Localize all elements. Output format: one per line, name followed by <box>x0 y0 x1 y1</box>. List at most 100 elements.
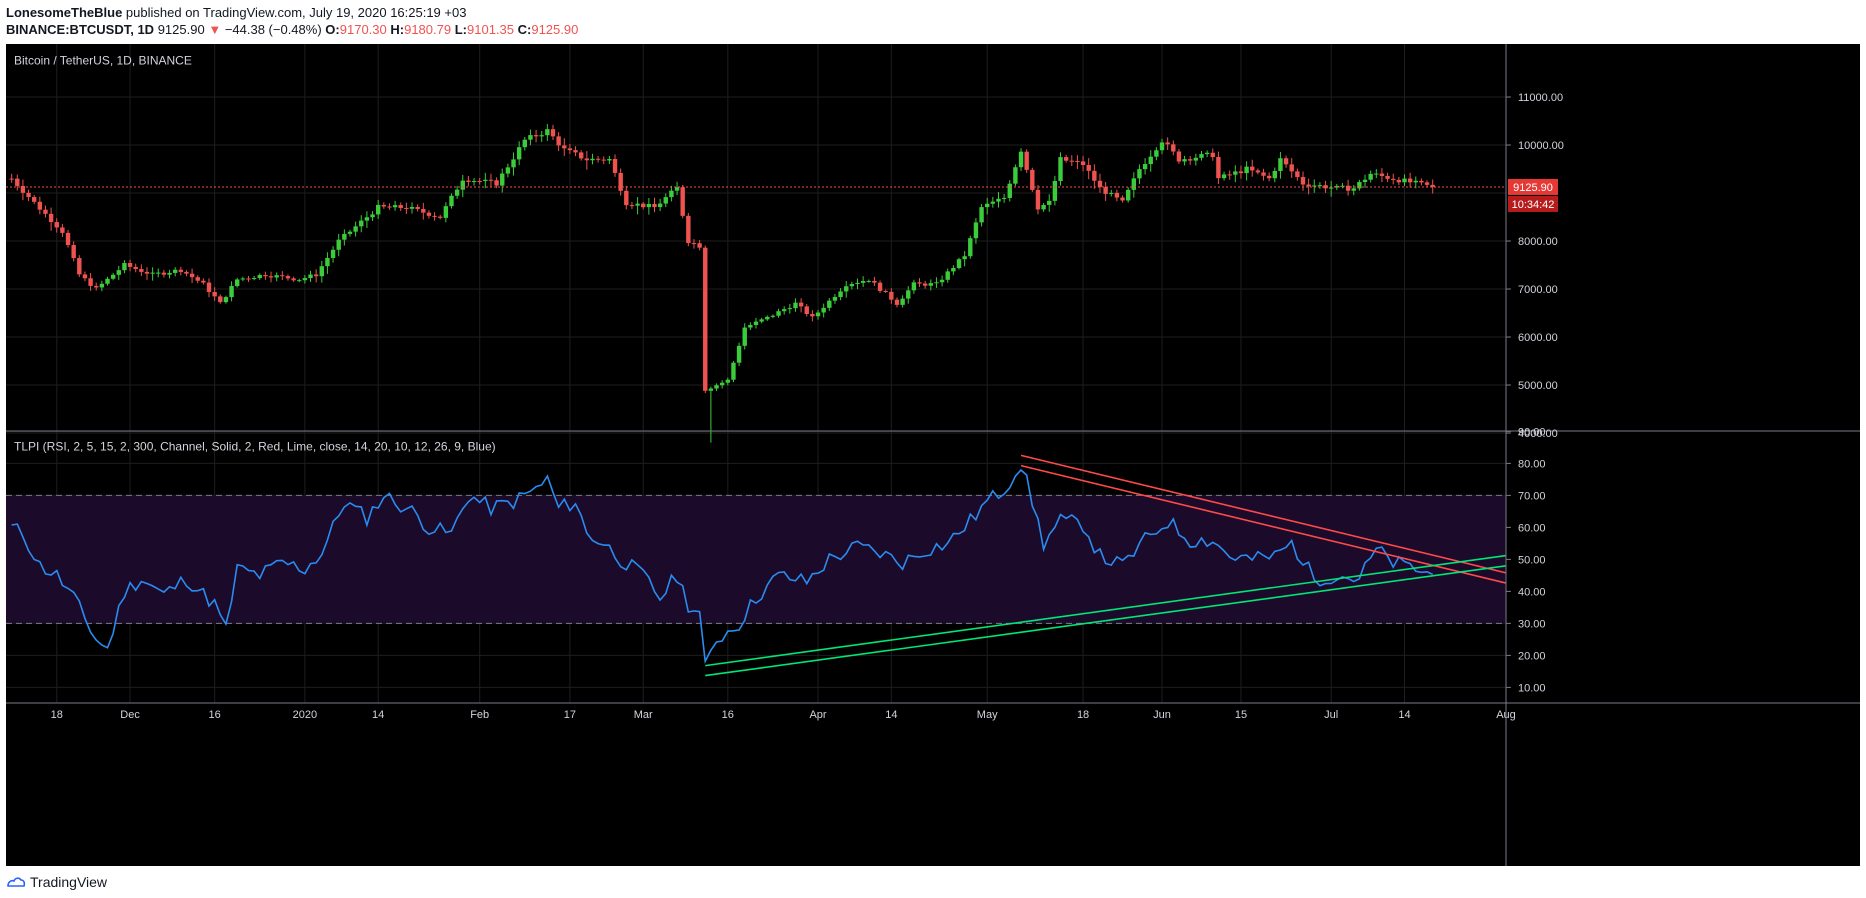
rsi-band <box>6 494 1506 624</box>
candle <box>573 146 578 157</box>
chart-canvas[interactable]: 4000.00 5000.00 6000.00 7000.00 8000.00 10000… <box>6 44 1860 866</box>
candle <box>900 295 905 308</box>
candle <box>669 185 674 202</box>
price-tick-label: 11000.00 <box>1518 92 1563 104</box>
candle <box>973 218 979 244</box>
resistance-trendline[interactable] <box>1020 454 1507 574</box>
price-axis[interactable]: 4000.00 5000.00 6000.00 7000.00 8000.00 10000… <box>1506 92 1564 694</box>
candle <box>855 278 860 290</box>
candle <box>172 267 178 277</box>
candle <box>872 276 877 286</box>
candle <box>1131 172 1137 198</box>
candle <box>883 289 888 293</box>
candle <box>601 156 606 165</box>
candle <box>370 210 375 222</box>
candle <box>804 304 809 317</box>
candle <box>827 298 832 311</box>
candle <box>934 277 939 288</box>
candle <box>1171 140 1176 156</box>
candle <box>607 155 612 165</box>
candle <box>1266 172 1272 182</box>
candle <box>719 380 725 389</box>
candle <box>838 288 843 301</box>
candle <box>189 268 195 284</box>
candle <box>635 197 640 215</box>
ohlc-info: BINANCE:BTCUSDT, 1D 9125.90 ▼ −44.38 (−0… <box>6 22 578 37</box>
support-trendline[interactable] <box>705 554 1507 667</box>
candle <box>251 275 257 281</box>
candle <box>150 267 155 281</box>
candle <box>483 172 488 189</box>
candle <box>347 229 353 237</box>
candle <box>810 310 815 322</box>
time-tick-label: 14 <box>1398 709 1410 721</box>
candle <box>263 271 268 280</box>
candle <box>917 278 922 287</box>
time-tick-label: 15 <box>1235 709 1247 721</box>
tradingview-logo-icon[interactable] <box>6 875 26 889</box>
candle <box>206 278 212 298</box>
candle <box>122 260 127 274</box>
candle <box>1193 153 1199 166</box>
candle <box>1216 151 1221 184</box>
candle <box>1018 148 1024 171</box>
candle <box>15 174 20 191</box>
candle <box>1035 185 1041 215</box>
candle <box>454 185 460 199</box>
candle <box>48 207 54 231</box>
candle <box>398 202 403 212</box>
price-tick-label: 4000.00 <box>1518 428 1558 440</box>
candle <box>522 136 527 151</box>
indicator-pane-title: TLPI (RSI, 2, 5, 15, 2, 300, Channel, So… <box>14 440 496 454</box>
candle <box>985 197 990 215</box>
candle <box>624 185 629 210</box>
candle <box>342 229 347 246</box>
candle <box>1295 168 1300 181</box>
candle <box>37 196 43 215</box>
time-tick-label: Jul <box>1324 709 1338 721</box>
candle <box>528 129 533 146</box>
candle <box>65 229 71 248</box>
candle <box>415 204 420 212</box>
candle <box>1058 152 1063 186</box>
rsi-tick-label: 90.00 <box>1518 426 1546 438</box>
price-tick-label: 10000.00 <box>1518 140 1564 152</box>
candle <box>1424 180 1430 188</box>
candle <box>105 276 110 286</box>
candle <box>94 282 99 291</box>
candle <box>556 132 561 152</box>
time-tick-label: 17 <box>564 709 576 721</box>
candle <box>381 202 387 209</box>
time-axis[interactable]: 18 Dec 16 2020 14 Feb 17 Mar 16 Apr 14 May 18 Jun 15 Ju… <box>51 709 1516 721</box>
candle <box>1188 156 1193 165</box>
author-name[interactable]: LonesomeTheBlue <box>6 5 123 20</box>
candle <box>1030 167 1035 192</box>
resistance-trendline[interactable] <box>1020 464 1507 584</box>
candle <box>387 203 392 210</box>
rsi-series <box>11 468 1434 665</box>
support-trendline[interactable] <box>705 565 1507 677</box>
candle <box>680 184 685 219</box>
candle <box>1075 155 1080 170</box>
candle <box>1125 187 1131 203</box>
candle <box>793 298 798 312</box>
main-pane-title: Bitcoin / TetherUS, 1D, BINANCE <box>14 54 192 68</box>
candle <box>911 279 917 294</box>
time-tick-label: Feb <box>470 709 489 721</box>
candle <box>1379 168 1385 183</box>
candle <box>1227 170 1232 180</box>
candle <box>268 271 274 283</box>
candle <box>1001 193 1007 203</box>
candle <box>1148 150 1153 172</box>
candle <box>539 130 544 142</box>
candle <box>240 276 246 282</box>
candle <box>894 297 900 308</box>
brand-name[interactable]: TradingView <box>30 874 108 890</box>
candle <box>471 178 477 186</box>
low-label: L: <box>454 22 467 37</box>
candle <box>562 138 567 157</box>
candle <box>968 235 973 259</box>
candle <box>590 153 595 165</box>
candle <box>1334 184 1340 191</box>
close-value: 9125.90 <box>531 22 579 37</box>
